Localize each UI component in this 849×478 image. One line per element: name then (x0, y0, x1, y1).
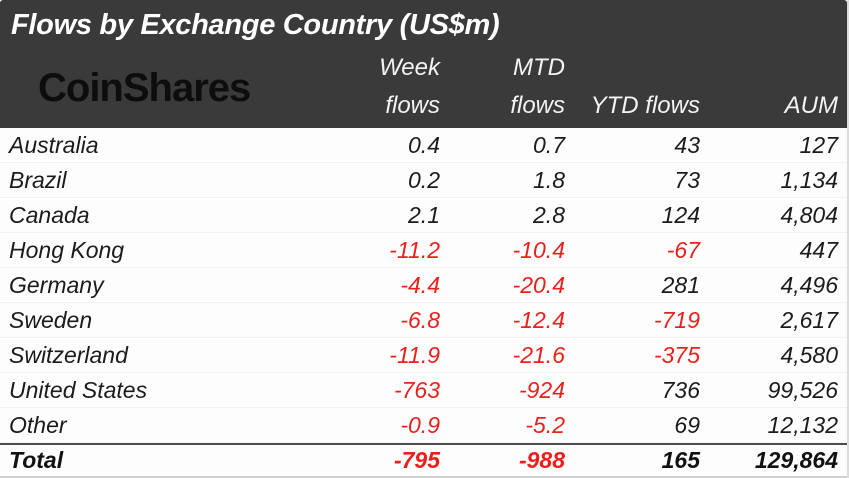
value-cell: 165 (661, 447, 700, 473)
table-row: Hong Kong -11.2 -10.4 -67 447 (0, 233, 847, 268)
value-cell: 1,134 (780, 166, 838, 193)
column-header-line: MTD (513, 54, 565, 81)
country-cell: Hong Kong (9, 236, 125, 263)
value-cell: 2.1 (408, 201, 440, 228)
page-title: Flows by Exchange Country (US$m) (11, 9, 500, 41)
value-cell: 736 (661, 376, 700, 403)
table-body: Australia 0.4 0.7 43 127 Brazil 0.2 1.8 73 1,134 C… (0, 128, 847, 478)
country-cell: United States (9, 376, 148, 403)
table-row: United States -763 -924 736 99,526 (0, 373, 847, 408)
country-cell: Australia (9, 131, 99, 158)
value-cell: 127 (799, 131, 838, 158)
table-row: Switzerland -11.9 -21.6 -375 4,580 (0, 338, 847, 373)
value-cell: 447 (799, 236, 838, 263)
column-header-mtd-flows: MTD flows (440, 49, 565, 125)
value-cell: 99,526 (767, 376, 838, 403)
value-cell: -988 (518, 447, 565, 473)
value-cell: -10.4 (512, 236, 565, 263)
value-cell: 2,617 (780, 306, 838, 333)
country-cell: Germany (9, 271, 104, 298)
country-cell: Other (9, 411, 67, 438)
logo-cell: CoinShares (0, 66, 310, 111)
country-cell: Switzerland (9, 341, 128, 368)
value-cell: 4,496 (780, 271, 838, 298)
column-header-line: Week (379, 54, 440, 81)
value-cell: 12,132 (767, 411, 838, 438)
column-header-ytd-flows: YTD flows (565, 87, 700, 125)
table-row: Sweden -6.8 -12.4 -719 2,617 (0, 303, 847, 338)
country-cell: Total (9, 447, 64, 473)
table-row: Australia 0.4 0.7 43 127 (0, 128, 847, 163)
value-cell: -20.4 (512, 271, 565, 298)
column-header-aum: AUM (700, 87, 847, 125)
table-total-row: Total -795 -988 165 129,864 (0, 443, 847, 478)
value-cell: 69 (674, 411, 700, 438)
value-cell: -6.8 (400, 306, 440, 333)
column-header-week-flows: Week flows (310, 49, 440, 125)
value-cell: -0.9 (400, 411, 440, 438)
value-cell: 0.4 (408, 131, 440, 158)
value-cell: -924 (518, 376, 565, 403)
value-cell: -4.4 (400, 271, 440, 298)
value-cell: 0.2 (408, 166, 440, 193)
table-row: Germany -4.4 -20.4 281 4,496 (0, 268, 847, 303)
column-header-line: flows (510, 92, 565, 119)
value-cell: 1.8 (533, 166, 565, 193)
value-cell: -5.2 (525, 411, 565, 438)
value-cell: -67 (666, 236, 700, 263)
value-cell: -719 (653, 306, 700, 333)
value-cell: -12.4 (512, 306, 565, 333)
value-cell: 2.8 (533, 201, 565, 228)
value-cell: 129,864 (754, 447, 838, 473)
value-cell: 73 (674, 166, 700, 193)
value-cell: 0.7 (533, 131, 565, 158)
value-cell: 4,804 (780, 201, 838, 228)
value-cell: -21.6 (512, 341, 565, 368)
column-header-line: YTD flows (590, 92, 700, 119)
value-cell: 4,580 (780, 341, 838, 368)
table-row: Brazil 0.2 1.8 73 1,134 (0, 163, 847, 198)
country-cell: Canada (9, 201, 90, 228)
column-header-line: AUM (784, 92, 838, 119)
country-cell: Brazil (9, 166, 67, 193)
table-row: Other -0.9 -5.2 69 12,132 (0, 408, 847, 443)
coinshares-logo: CoinShares (38, 66, 251, 110)
column-header-line: flows (385, 92, 440, 119)
table-row: Canada 2.1 2.8 124 4,804 (0, 198, 847, 233)
value-cell: 43 (674, 131, 700, 158)
value-cell: -763 (393, 376, 440, 403)
table-header: Flows by Exchange Country (US$m) CoinSha… (0, 0, 847, 128)
column-header-row: CoinShares Week flows MTD flows YTD flow… (0, 42, 847, 128)
country-cell: Sweden (9, 306, 93, 333)
value-cell: -11.2 (389, 236, 440, 263)
value-cell: -375 (653, 341, 700, 368)
value-cell: -11.9 (389, 341, 440, 368)
value-cell: 124 (661, 201, 700, 228)
value-cell: 281 (661, 271, 700, 298)
value-cell: -795 (393, 447, 440, 473)
